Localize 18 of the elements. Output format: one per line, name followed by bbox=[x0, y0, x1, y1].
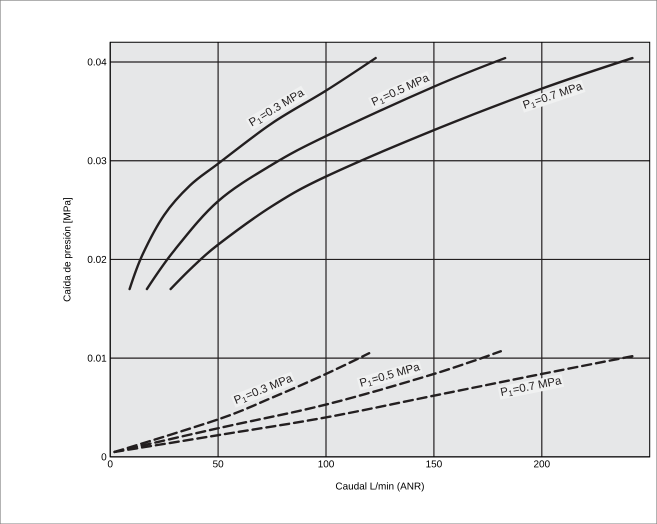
x-axis-title: Caudal L/min (ANR) bbox=[336, 482, 424, 492]
y-tick-label: 0.01 bbox=[88, 354, 106, 362]
text: P$_{1}$=0.7 MPa bbox=[500, 378, 562, 396]
y-tick-label: 0.02 bbox=[88, 256, 106, 263]
x-tick-label: 100 bbox=[318, 460, 334, 468]
text: P$_{1}$=0.3 MPa bbox=[248, 90, 305, 126]
y-tick-label: 0.03 bbox=[88, 157, 106, 164]
y-axis-title: Caída de presión [MPa] bbox=[63, 198, 72, 302]
x-tick-label: 200 bbox=[534, 460, 550, 468]
text: P$_{1}$=0.5 MPa bbox=[360, 364, 420, 387]
x-tick-label: 150 bbox=[426, 460, 442, 468]
y-tick-label: 0.04 bbox=[88, 58, 106, 66]
x-tick-label: 50 bbox=[212, 460, 224, 468]
text: P$_{1}$=0.5 MPa bbox=[371, 76, 430, 106]
text: P$_{1}$=0.3 MPa bbox=[234, 376, 294, 404]
text: P$_{1}$=0.7 MPa bbox=[522, 84, 583, 109]
x-tick-label: 0 bbox=[108, 460, 113, 468]
y-tick-label: 0 bbox=[102, 453, 106, 460]
